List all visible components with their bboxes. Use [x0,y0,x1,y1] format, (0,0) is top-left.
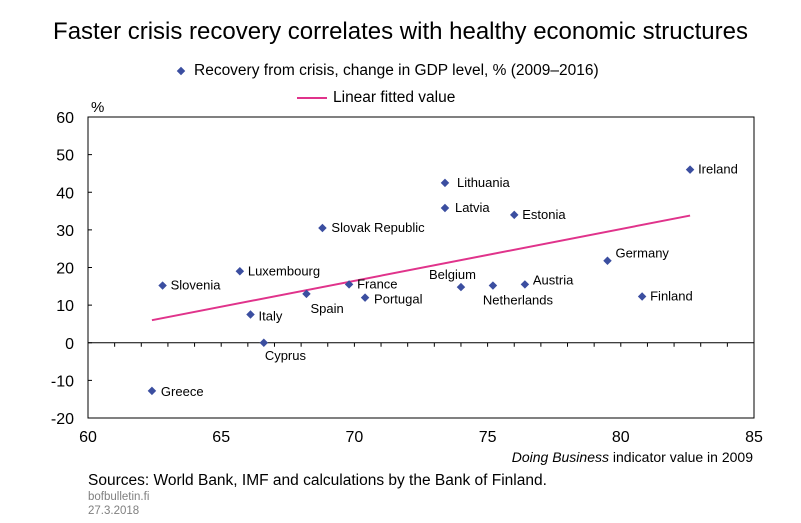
legend-item-fit: Linear fitted value [297,89,455,107]
site-text: bofbulletin.fi [88,491,150,503]
point-label: Luxembourg [248,263,320,278]
point-label: Lithuania [457,175,511,190]
data-point [637,292,647,301]
y-tick-label: 50 [56,148,74,165]
data-point [685,165,695,174]
data-point [246,310,255,319]
y-axis-unit: % [91,99,104,116]
y-tick-label: 20 [56,261,74,278]
point-label: Finland [650,288,693,303]
data-point [259,338,269,347]
point-label: Greece [161,384,204,399]
point-label: Estonia [522,207,566,222]
y-tick-label: -10 [51,373,74,390]
y-tick-label: 60 [56,110,74,127]
y-tick-label: 30 [56,223,74,240]
y-tick-label: 40 [56,185,74,202]
y-tick-label: 0 [65,336,74,353]
data-point [235,267,245,276]
x-tick-label: 85 [745,429,763,446]
data-point [360,293,370,302]
data-point [302,289,311,299]
sources-text: Sources: World Bank, IMF and calculation… [88,472,547,489]
point-label: Portugal [374,292,423,307]
point-label: Slovak Republic [331,220,425,235]
date-text: 27.3.2018 [88,505,140,517]
point-label: Ireland [698,162,738,177]
x-tick-label: 80 [612,429,630,446]
x-axis-label-rest: indicator value in 2009 [609,449,753,465]
point-label: Cyprus [265,348,307,363]
x-axis-label-italic: Doing Business [511,449,609,465]
data-point [488,281,498,290]
data-point [440,203,450,213]
data-point [520,280,530,289]
chart-title: Faster crisis recovery correlates with h… [53,18,748,45]
x-tick-label: 65 [212,429,230,446]
fitted-line [151,214,691,322]
point-label: Spain [310,301,343,316]
data-point [158,281,167,290]
x-tick-label: 75 [479,429,497,446]
data-point [509,210,519,220]
x-tick-label: 60 [79,429,97,446]
point-label: Latvia [455,200,490,215]
x-axis-label: Doing Business indicator value in 2009 [512,449,753,465]
data-point [318,223,327,233]
line-marker-icon [297,97,327,99]
y-tick-label: 10 [56,298,74,315]
point-label: Belgium [429,267,476,282]
data-point [456,282,466,292]
y-tick-label: -20 [51,411,74,428]
data-point [440,178,450,188]
point-label: Austria [533,272,574,287]
x-tick-label: 70 [346,429,364,446]
point-label: Germany [615,246,669,261]
data-point [603,256,612,265]
point-label: Netherlands [483,293,554,308]
data-point [147,386,157,396]
point-label: France [357,276,397,291]
legend-label-fit: Linear fitted value [333,89,456,106]
legend-label-scatter: Recovery from crisis, change in GDP leve… [194,62,599,79]
legend-item-scatter: Recovery from crisis, change in GDP leve… [176,62,599,80]
point-label: Italy [259,309,283,324]
data-point [344,280,354,289]
point-label: Slovenia [171,278,222,293]
